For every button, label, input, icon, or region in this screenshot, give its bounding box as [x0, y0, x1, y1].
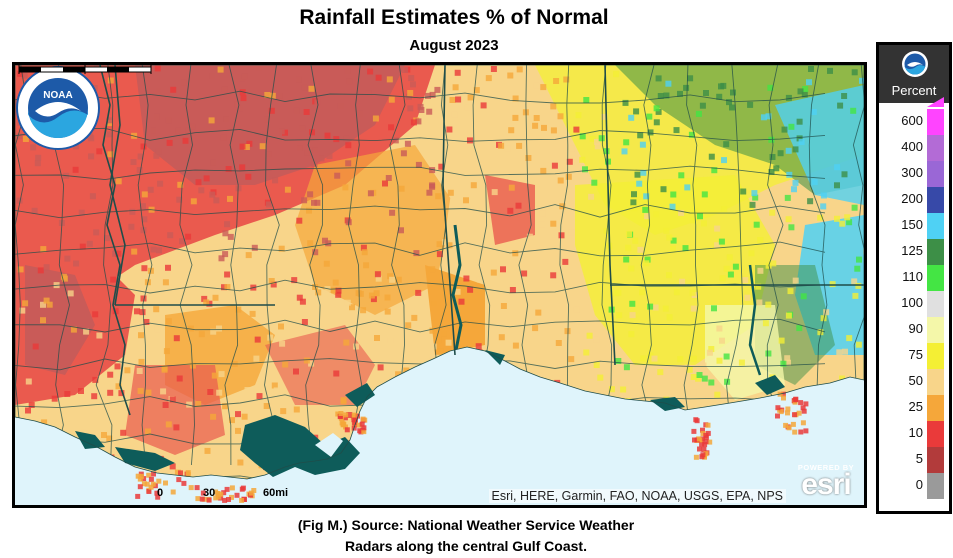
caption-line-2: Radars along the central Gulf Coast.: [345, 538, 587, 554]
legend-title: Percent: [891, 83, 937, 98]
map-canvas: [15, 65, 864, 505]
legend-label-0: 0: [915, 477, 923, 492]
legend-swatch-90: [927, 317, 944, 343]
legend-swatch-10: [927, 421, 944, 447]
map-title: Rainfall Estimates % of Normal: [299, 6, 609, 29]
legend-label-110: 110: [902, 269, 923, 284]
legend-label-90: 90: [908, 321, 923, 336]
scale-labels: 0 30 60mi: [157, 487, 307, 501]
figure-caption: (Fig M.) Source: National Weather Servic…: [0, 515, 932, 557]
scale-label-60: 60mi: [263, 487, 289, 499]
legend-swatch-110: [927, 265, 944, 291]
legend-label-600: 600: [901, 113, 923, 128]
map-attribution[interactable]: Esri, HERE, Garmin, FAO, NOAA, USGS, EPA…: [488, 489, 786, 503]
legend-swatch-75: [927, 343, 944, 369]
legend-label-400: 400: [901, 139, 923, 154]
legend-swatch-600: [927, 109, 944, 135]
legend-label-25: 25: [908, 399, 923, 414]
noaa-seal-icon: NOAA: [16, 66, 100, 150]
legend-swatch-125: [927, 239, 944, 265]
legend-label-150: 150: [901, 217, 923, 232]
legend-swatch-200: [927, 187, 944, 213]
legend-swatch-0: [927, 473, 944, 499]
legend-top-cap: [927, 97, 944, 107]
legend-swatch-5: [927, 447, 944, 473]
map-subtitle: August 2023: [409, 37, 499, 54]
scale-bar: [18, 65, 152, 74]
legend-swatch-150: [927, 213, 944, 239]
svg-text:NOAA: NOAA: [43, 90, 72, 101]
legend-header: Percent: [879, 45, 949, 103]
legend-label-50: 50: [908, 373, 923, 388]
legend-label-100: 100: [901, 295, 923, 310]
legend-label-125: 125: [901, 243, 923, 258]
legend-label-10: 10: [908, 425, 923, 440]
legend-swatch-400: [927, 135, 944, 161]
noaa-logo-icon: [902, 51, 928, 77]
rainfall-map[interactable]: NOAA 0 30 60mi Esri, HERE, Garmin, FAO, …: [12, 62, 867, 508]
esri-powered-by: POWERED BY: [797, 463, 855, 472]
legend-label-300: 300: [901, 165, 923, 180]
scale-label-30: 30: [203, 487, 216, 499]
legend-label-200: 200: [901, 191, 923, 206]
esri-brand: esri: [801, 468, 851, 501]
esri-logo[interactable]: POWERED BY esri: [794, 463, 858, 501]
legend-swatch-50: [927, 369, 944, 395]
legend-label-75: 75: [908, 347, 923, 362]
legend-swatch-300: [927, 161, 944, 187]
legend-panel: Percent 600 400 300 200 150 125 110 100 90 75 50 25…: [876, 42, 952, 514]
scale-label-0: 0: [157, 487, 164, 499]
legend-swatch-100: [927, 291, 944, 317]
legend-swatch-25: [927, 395, 944, 421]
legend-label-5: 5: [915, 451, 923, 466]
caption-line-1: (Fig M.) Source: National Weather Servic…: [297, 517, 635, 533]
